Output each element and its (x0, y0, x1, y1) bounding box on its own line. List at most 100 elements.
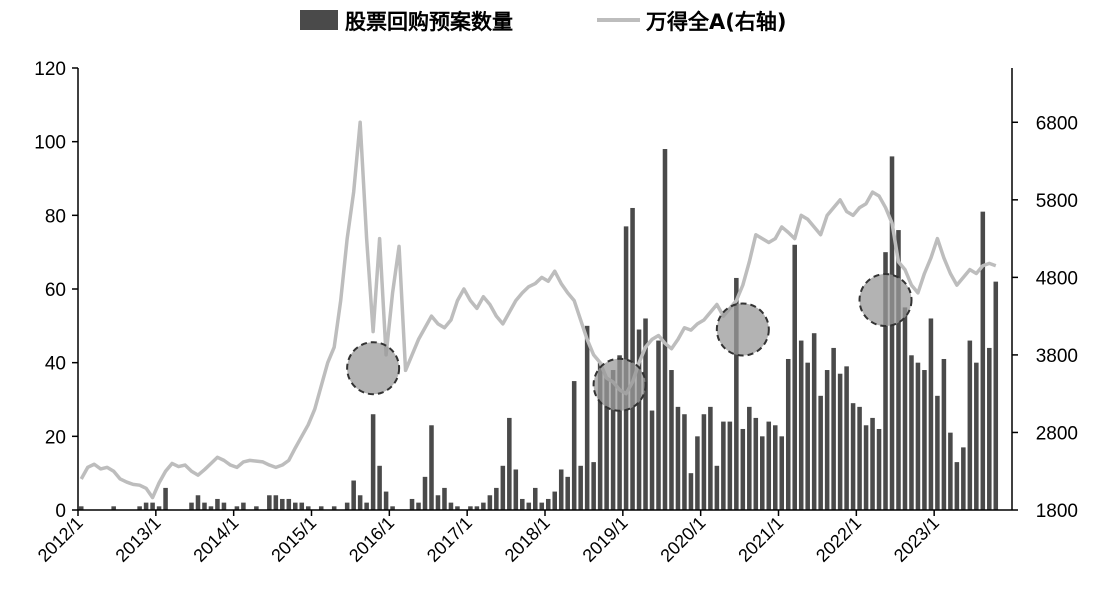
bar-2022-12 (928, 318, 934, 510)
bar-2022-01 (857, 406, 862, 510)
bar-2020-02 (708, 406, 713, 510)
left-axis-ticks: 0 20 40 60 80 100 120 (34, 59, 78, 522)
x-tick-label: 2014/1 (189, 513, 242, 566)
bar-2016-05 (416, 502, 421, 510)
bar-2022-02 (863, 425, 869, 510)
bar-2019-06 (656, 340, 661, 510)
bar-2017-09 (520, 498, 525, 510)
left-tick-label: 80 (45, 206, 66, 227)
x-axis-ticks: 2012/1 2013/1 2014/1 2015/1 2016/1 2017/1 2018… (34, 510, 943, 566)
bar-2014-06 (267, 495, 272, 510)
bar-2014-09 (286, 498, 292, 510)
bar-2021-09 (831, 347, 836, 510)
bar-2019-12 (695, 436, 700, 510)
bar-2016-08 (435, 495, 441, 510)
bar-2019-02 (630, 207, 635, 510)
bar-2015-06 (344, 502, 350, 510)
bar-2021-05 (805, 362, 810, 510)
bar-2020-03 (714, 465, 720, 510)
bar-2019-08 (669, 370, 674, 510)
bar-2015-07 (351, 480, 356, 510)
bar-2014-07 (273, 495, 279, 510)
bar-2022-11 (922, 370, 927, 510)
bar-2017-04 (487, 495, 493, 510)
bar-2017-01 (468, 506, 473, 510)
bar-2018-11 (610, 370, 616, 510)
highlight-circle-2022-05 (858, 273, 913, 328)
bar-2020-09 (753, 417, 759, 510)
bar-2019-05 (649, 410, 655, 510)
highlight-circle-2018-12 (592, 357, 647, 412)
x-tick-label: 2018/1 (501, 513, 554, 566)
bar-2018-10 (604, 377, 609, 510)
bar-2023-10 (993, 281, 999, 510)
right-tick-label: 3800 (1036, 346, 1078, 367)
bar-2017-08 (513, 469, 519, 510)
bar-2017-12 (539, 502, 545, 510)
bar-2017-03 (481, 502, 486, 510)
bar-2017-07 (507, 417, 512, 510)
right-tick-label: 6800 (1036, 113, 1078, 134)
bar-2016-11 (455, 506, 460, 510)
bar-2018-03 (558, 469, 564, 510)
bar-2013-09 (208, 506, 214, 510)
bar-2012-11 (143, 502, 149, 510)
x-tick-label: 2021/1 (734, 513, 787, 566)
bar-2016-04 (409, 498, 415, 510)
bar-2020-01 (701, 414, 707, 510)
bar-2023-06 (967, 340, 973, 510)
plot-area (78, 120, 999, 511)
x-tick-label: 2019/1 (579, 513, 632, 566)
right-tick-label: 4800 (1036, 268, 1078, 289)
left-tick-label: 20 (45, 427, 66, 448)
bar-2018-12 (617, 355, 622, 510)
bar-2015-08 (357, 495, 363, 510)
bar-2021-06 (811, 333, 817, 510)
bar-2017-11 (533, 487, 538, 510)
x-tick-label: 2022/1 (812, 513, 865, 566)
bar-2013-06 (189, 502, 194, 510)
bar-2018-06 (578, 465, 583, 510)
bar-2015-09 (364, 502, 369, 510)
bar-2015-02 (318, 506, 324, 510)
right-tick-label: 1800 (1036, 501, 1078, 522)
bar-2018-01 (545, 498, 551, 510)
bar-2016-06 (422, 476, 428, 510)
legend: 股票回购预案数量 万得全A(右轴) (300, 10, 786, 34)
bar-2014-11 (299, 502, 305, 510)
bar-2014-04 (254, 506, 259, 510)
bar-2023-03 (948, 432, 953, 510)
bar-2018-09 (597, 362, 603, 510)
x-tick-label: 2013/1 (112, 513, 165, 566)
bar-2016-10 (448, 502, 454, 510)
bar-2013-02 (163, 487, 168, 510)
bar-2017-10 (526, 502, 532, 510)
bar-2020-12 (772, 425, 778, 510)
right-axis-ticks: 1800 2800 3800 4800 5800 6800 (1012, 113, 1078, 522)
bar-2020-06 (734, 277, 739, 510)
bar-2015-12 (383, 491, 389, 510)
bar-2020-08 (747, 406, 752, 510)
bar-2016-01 (390, 506, 395, 510)
legend-bar-label: 股票回购预案数量 (345, 10, 513, 34)
bar-2023-04 (954, 462, 960, 510)
bar-2019-11 (688, 473, 694, 510)
bar-2021-07 (818, 395, 823, 510)
left-tick-label: 60 (45, 280, 66, 301)
bar-2013-11 (221, 502, 227, 510)
bar-2022-08 (902, 307, 908, 510)
bar-2020-10 (760, 436, 765, 510)
bar-2012-10 (137, 506, 142, 510)
x-tick-label: 2017/1 (423, 513, 476, 566)
bar-2014-10 (293, 502, 298, 510)
bar-2012-01 (78, 506, 84, 510)
bar-2017-02 (474, 506, 480, 510)
right-tick-label: 2800 (1036, 423, 1078, 444)
bar-2013-07 (195, 495, 201, 510)
bar-2017-05 (494, 487, 499, 510)
bar-2014-01 (234, 506, 240, 510)
bar-2018-08 (591, 462, 596, 510)
right-tick-label: 5800 (1036, 191, 1078, 212)
highlight-circle-2015-10 (346, 341, 401, 396)
